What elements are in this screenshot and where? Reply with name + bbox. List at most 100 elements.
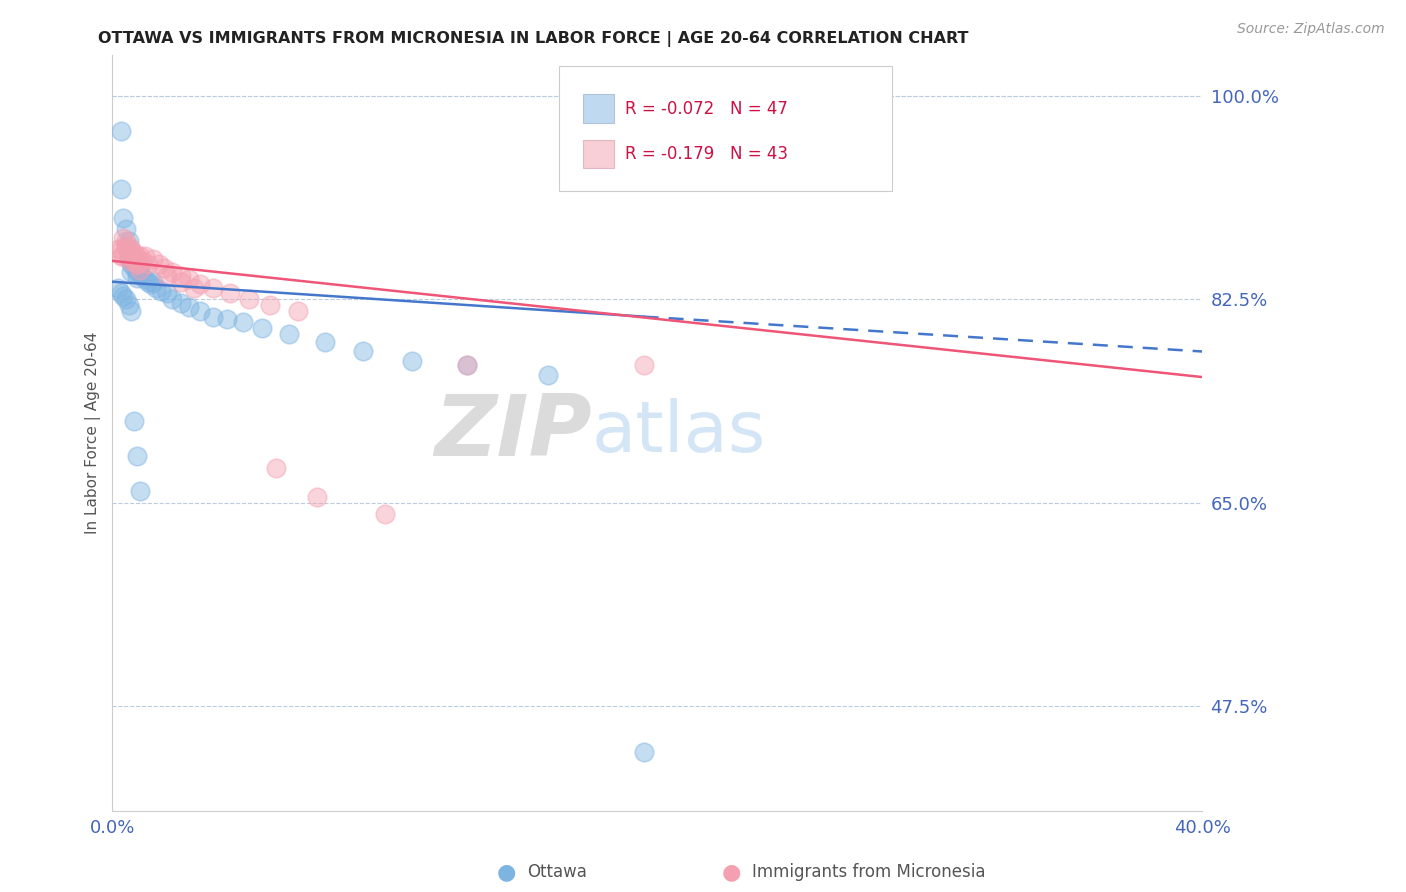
Text: ●: ● [496, 863, 516, 882]
Point [118, 298, 141, 312]
Point [134, 272, 156, 286]
Bar [583, 140, 613, 169]
Point [278, 326, 301, 341]
Point [107, 280, 129, 294]
Point [134, 249, 156, 263]
Point [128, 249, 150, 263]
Point [121, 265, 143, 279]
Point [110, 124, 132, 138]
Point [131, 253, 153, 268]
Point [122, 260, 145, 275]
Point [156, 268, 179, 283]
Point [218, 286, 240, 301]
Point [110, 242, 132, 256]
Point [188, 277, 211, 291]
Point [110, 182, 132, 196]
Point [456, 359, 478, 373]
Y-axis label: In Labor Force | Age 20-64: In Labor Force | Age 20-64 [86, 332, 101, 534]
Text: Ottawa: Ottawa [527, 863, 588, 881]
Text: OTTAWA VS IMMIGRANTS FROM MICRONESIA IN LABOR FORCE | AGE 20-64 CORRELATION CHAR: OTTAWA VS IMMIGRANTS FROM MICRONESIA IN … [98, 31, 969, 47]
FancyBboxPatch shape [560, 67, 891, 191]
Point [162, 265, 184, 279]
Text: ZIP: ZIP [434, 392, 592, 475]
Point [122, 245, 145, 260]
Text: ●: ● [721, 863, 741, 882]
Text: atlas: atlas [592, 399, 766, 467]
Point [264, 460, 287, 475]
Point [110, 286, 132, 301]
Point [131, 268, 153, 283]
Point [118, 234, 141, 248]
Point [183, 280, 205, 294]
Point [122, 253, 145, 268]
Point [633, 359, 655, 373]
Point [118, 252, 141, 266]
Point [142, 252, 165, 266]
Bar [583, 95, 613, 123]
Point [169, 268, 191, 283]
Point [115, 240, 138, 254]
Point [202, 280, 225, 294]
Point [125, 249, 148, 263]
Point [177, 301, 200, 315]
Point [145, 280, 167, 294]
Point [115, 222, 138, 236]
Point [121, 303, 143, 318]
Point [169, 295, 191, 310]
Point [305, 490, 328, 504]
Point [374, 507, 396, 521]
Point [202, 310, 225, 324]
Point [128, 263, 150, 277]
Point [169, 275, 191, 289]
Point [115, 292, 138, 306]
Point [139, 277, 162, 291]
Point [122, 414, 145, 428]
Point [150, 284, 173, 298]
Text: Immigrants from Micronesia: Immigrants from Micronesia [752, 863, 986, 881]
Point [153, 260, 176, 275]
Point [156, 286, 179, 301]
Point [537, 368, 560, 382]
Point [162, 292, 184, 306]
Point [136, 257, 159, 271]
Point [121, 242, 143, 256]
Point [112, 249, 135, 263]
Point [128, 265, 150, 279]
Point [215, 312, 238, 326]
Point [259, 298, 281, 312]
Point [125, 449, 148, 463]
Point [148, 257, 170, 271]
Point [188, 303, 211, 318]
Text: R = -0.179   N = 43: R = -0.179 N = 43 [624, 145, 787, 163]
Point [121, 249, 143, 263]
Point [314, 335, 336, 350]
Point [122, 249, 145, 263]
Point [128, 483, 150, 498]
Point [121, 257, 143, 271]
Point [125, 265, 148, 279]
Text: R = -0.072   N = 47: R = -0.072 N = 47 [624, 100, 787, 118]
Text: Source: ZipAtlas.com: Source: ZipAtlas.com [1237, 22, 1385, 37]
Point [252, 321, 274, 335]
Point [118, 245, 141, 260]
Point [633, 746, 655, 760]
Point [352, 344, 374, 359]
Point [287, 303, 309, 318]
Point [115, 240, 138, 254]
Point [118, 240, 141, 254]
Point [125, 257, 148, 271]
Point [112, 230, 135, 244]
Point [401, 353, 423, 368]
Point [112, 289, 135, 303]
Point [177, 272, 200, 286]
Point [456, 359, 478, 373]
Point [125, 257, 148, 271]
Point [128, 257, 150, 271]
Point [121, 253, 143, 268]
Point [122, 252, 145, 266]
Point [136, 275, 159, 289]
Point [115, 234, 138, 248]
Point [112, 211, 135, 225]
Point [107, 242, 129, 256]
Point [232, 315, 254, 329]
